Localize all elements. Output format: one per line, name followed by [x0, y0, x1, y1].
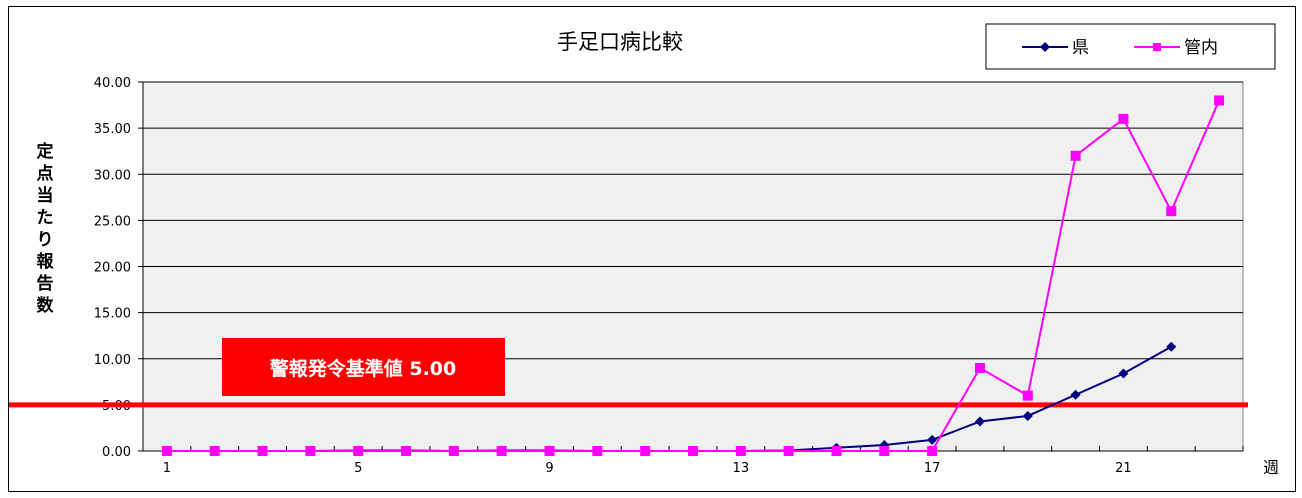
- data-point-series-2: [592, 446, 603, 456]
- series-layer: [161, 95, 1225, 456]
- y-tick-label: 30.00: [94, 168, 131, 183]
- threshold-badge: 警報発令基準値 5.00: [222, 338, 505, 396]
- data-point-series-2: [831, 446, 842, 456]
- y-tick-label: 15.00: [94, 307, 131, 322]
- x-tick-label: 1: [163, 461, 171, 476]
- legend-marker-series-2: [1153, 43, 1161, 51]
- data-point-series-2: [640, 446, 651, 456]
- x-tick-label: 21: [1115, 461, 1132, 476]
- data-point-series-2: [1070, 150, 1081, 161]
- y-tick-label: 25.00: [94, 214, 131, 229]
- legend-label-series-1: 県: [1072, 38, 1089, 58]
- y-tick-label: 0.00: [102, 445, 131, 460]
- data-point-series-2: [1022, 390, 1033, 401]
- legend-label-series-2: 管内: [1184, 38, 1218, 58]
- chart-svg: 0.005.0010.0015.0020.0025.0030.0035.0040…: [9, 23, 1279, 477]
- y-axis-title-char: 報: [37, 251, 55, 272]
- data-point-series-2: [161, 446, 172, 456]
- y-axis-title-char: た: [37, 208, 54, 228]
- y-axis-title-char: り: [37, 230, 54, 250]
- chart-frame: 0.005.0010.0015.0020.0025.0030.0035.0040…: [8, 6, 1296, 492]
- y-axis-title-char: 告: [37, 273, 54, 294]
- data-point-series-2: [927, 446, 938, 456]
- threshold-badge-label: 警報発令基準値 5.00: [270, 357, 457, 380]
- y-axis-title-char: 点: [37, 163, 54, 184]
- legend: 県 管内: [985, 23, 1276, 70]
- data-point-series-1: [1118, 368, 1129, 379]
- data-point-series-2: [448, 446, 459, 456]
- y-tick-label: 40.00: [94, 76, 131, 91]
- data-point-series-1: [927, 434, 938, 445]
- x-tick-label: 13: [733, 461, 750, 476]
- x-tick-label: 5: [354, 461, 362, 476]
- data-point-series-1: [1022, 410, 1033, 421]
- y-tick-label: 10.00: [94, 353, 131, 368]
- chart-title: 手足口病比較: [557, 30, 683, 54]
- threshold-badge-box: [222, 338, 505, 396]
- data-point-series-2: [974, 362, 985, 373]
- data-point-series-2: [735, 446, 746, 456]
- data-point-series-2: [496, 446, 507, 456]
- y-tick-label: 35.00: [94, 122, 131, 137]
- y-axis: 0.005.0010.0015.0020.0025.0030.0035.0040…: [94, 76, 144, 460]
- data-point-series-2: [257, 446, 268, 456]
- y-axis-title-char: 定: [37, 141, 54, 162]
- data-point-series-2: [401, 446, 412, 456]
- data-point-series-2: [688, 446, 698, 456]
- data-point-series-2: [879, 446, 890, 456]
- data-point-series-1: [1166, 341, 1177, 352]
- data-point-series-1: [1070, 389, 1081, 400]
- data-point-series-1: [974, 416, 985, 427]
- y-axis-title-char: 数: [37, 295, 55, 316]
- data-point-series-2: [1166, 206, 1177, 217]
- y-axis-title-char: 当: [37, 185, 54, 206]
- x-tick-label: 17: [924, 461, 941, 476]
- y-axis-title: 定点当たり報告数: [37, 141, 55, 316]
- legend-marker-series-1: [1040, 42, 1050, 52]
- y-tick-label: 20.00: [94, 261, 131, 276]
- data-point-series-2: [783, 446, 794, 456]
- data-point-series-2: [1118, 113, 1129, 124]
- x-tick-label: 9: [545, 461, 553, 476]
- data-point-series-2: [1214, 95, 1225, 106]
- data-point-series-2: [544, 446, 555, 456]
- data-point-series-2: [353, 446, 364, 456]
- x-axis-unit-label: 週: [1263, 458, 1279, 477]
- data-point-series-2: [305, 446, 316, 456]
- data-point-series-2: [209, 446, 220, 456]
